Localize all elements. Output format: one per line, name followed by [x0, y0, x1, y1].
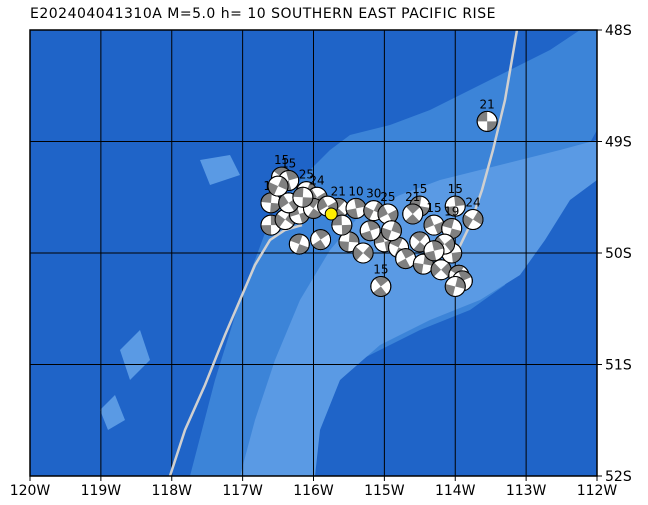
epicenter-marker: [324, 207, 338, 221]
x-tick-label: 118W: [151, 483, 192, 499]
focal-mechanism: [476, 110, 498, 132]
mechanism-depth-label: 10: [348, 184, 363, 198]
mechanism-depth-label: 25: [380, 190, 395, 204]
mechanism-depth-label: 15: [412, 182, 427, 196]
focal-mechanism: [288, 233, 310, 255]
x-tick-label: 112W: [577, 483, 618, 499]
focal-mechanism: [395, 248, 417, 270]
y-tick-label: 51S: [605, 358, 632, 374]
mechanism-depth-label: 15: [274, 153, 289, 167]
x-tick-label: 117W: [222, 483, 263, 499]
mechanism-depth-label: 21: [331, 184, 346, 198]
focal-mechanism: [310, 229, 332, 251]
y-tick-label: 48S: [605, 23, 632, 39]
x-tick-label: 119W: [81, 483, 122, 499]
x-tick-label: 120W: [10, 483, 51, 499]
mechanism-depth-label: 21: [480, 97, 495, 111]
focal-mechanism: [444, 275, 466, 297]
y-tick-label: 50S: [605, 246, 632, 262]
focal-mechanism: [338, 231, 360, 253]
mechanism-depth-label: 15: [448, 182, 463, 196]
x-tick-label: 113W: [506, 483, 547, 499]
focal-mechanism: [370, 275, 392, 297]
focal-mechanism: [260, 192, 282, 214]
mechanism-depth-label: 19: [444, 204, 459, 218]
focal-mechanism: [345, 197, 367, 219]
focal-mechanism: [441, 217, 463, 239]
y-tick-label: 49S: [605, 135, 632, 151]
focal-mechanism: [377, 203, 399, 225]
focal-mechanism: [402, 203, 424, 225]
mechanism-depth-label: 25: [299, 168, 314, 182]
longitude-ticks: 120W 119W 118W 117W 116W 115W 114W 113W 112W: [10, 476, 618, 499]
x-tick-label: 115W: [364, 483, 405, 499]
mechanism-depth-label: 21: [405, 190, 420, 204]
mechanism-depth-label: 15: [373, 262, 388, 276]
mechanism-depth-label: 24: [465, 196, 480, 210]
x-tick-label: 114W: [435, 483, 476, 499]
focal-mechanism: [423, 240, 445, 262]
plate-boundary: [168, 30, 519, 476]
seamount-patch: [120, 330, 150, 380]
y-tick-label: 52S: [605, 469, 632, 485]
map-title: E202404041310A M=5.0 h= 10 SOUTHERN EAST…: [30, 6, 496, 22]
latitude-ticks: 48S 49S 50S 51S 52S: [597, 23, 632, 485]
ridge-crest: [240, 140, 597, 476]
focal-mechanism: [292, 186, 314, 208]
focal-mechanism: [352, 242, 374, 264]
mechanism-depth-label: 15: [281, 157, 296, 171]
focal-mechanism: [444, 195, 466, 217]
focal-mechanism: [267, 175, 289, 197]
focal-mechanism: [380, 220, 402, 242]
seamount-patch: [100, 395, 125, 430]
mechanism-depth-label: 24: [309, 173, 324, 187]
focal-mechanisms: 2115152524132110302515211524151915: [260, 97, 498, 297]
focal-mechanism: [462, 209, 484, 231]
mechanism-depth-label: 30: [366, 187, 381, 201]
focal-mechanism: [423, 214, 445, 236]
focal-mechanism: [359, 220, 381, 242]
mechanism-depth-label: 15: [426, 201, 441, 215]
x-tick-label: 116W: [293, 483, 334, 499]
map-plot-area: 2115152524132110302515211524151915: [30, 30, 597, 476]
seamount-patch: [200, 155, 240, 185]
focal-mechanism: [331, 214, 353, 236]
graticule: [30, 30, 597, 476]
